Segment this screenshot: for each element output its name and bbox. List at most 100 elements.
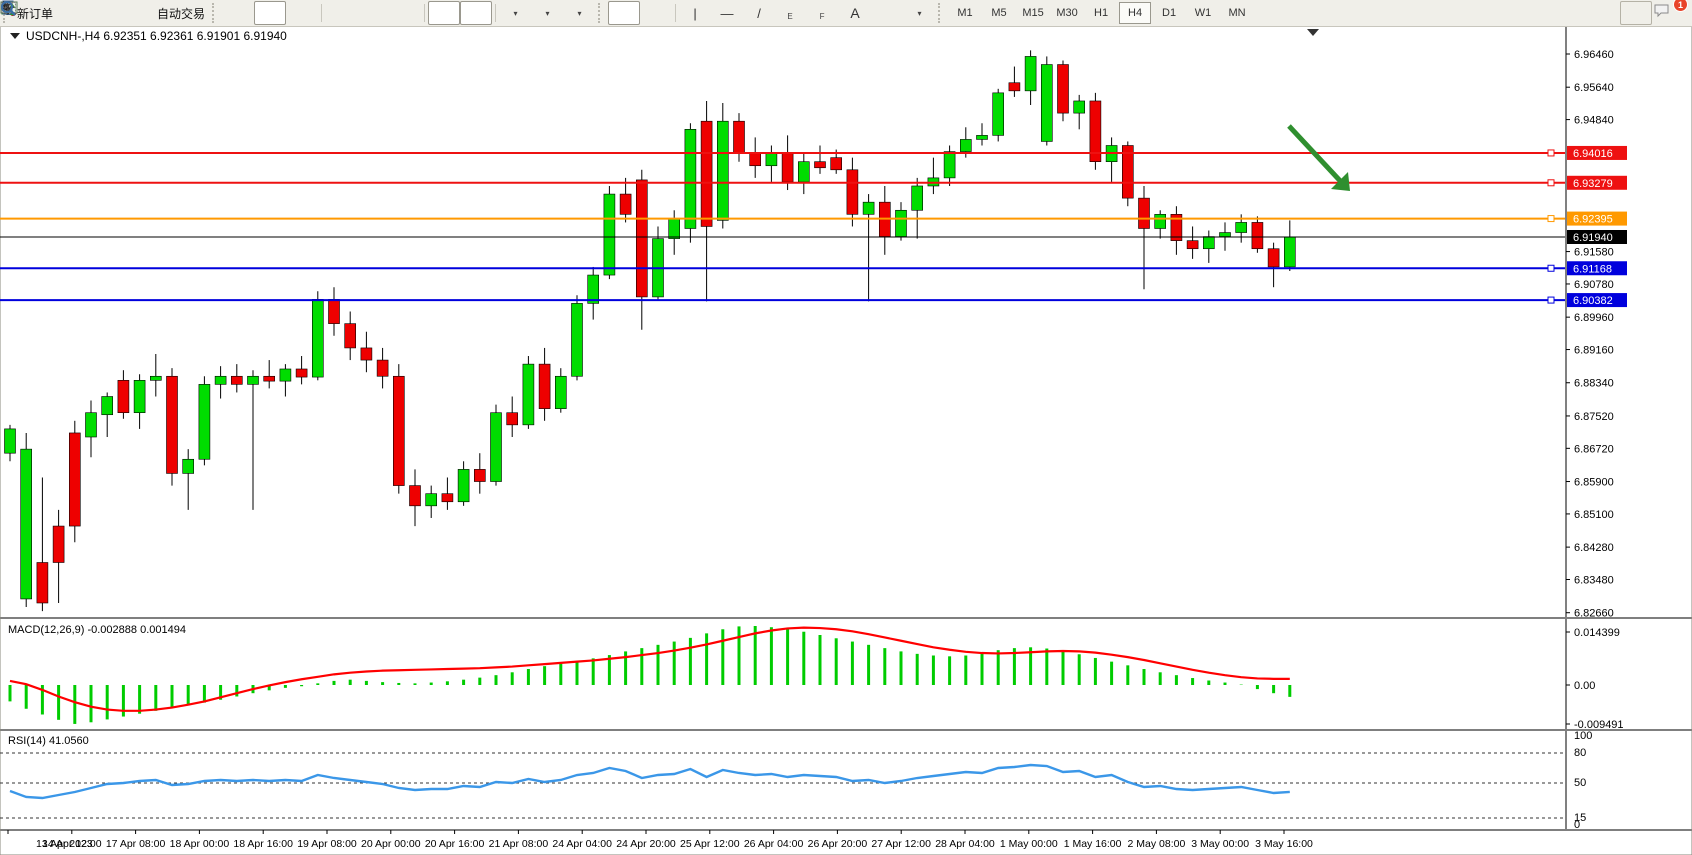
templates-button[interactable]: ▾ xyxy=(0,1,595,25)
cursor-tool-button[interactable] xyxy=(3,1,641,25)
new-order-button[interactable]: 新订单 xyxy=(2,0,57,25)
candle-body xyxy=(20,448,33,600)
bar-chart-button[interactable] xyxy=(1,1,254,25)
new-order-label: 新订单 xyxy=(17,6,54,21)
timeframe-mn[interactable]: MN xyxy=(1228,7,1246,19)
signals-button[interactable] xyxy=(1,1,153,25)
horizontal-line-tool[interactable]: — xyxy=(711,1,743,25)
timeframe-m5[interactable]: M5 xyxy=(991,7,1007,19)
timeframe-d1[interactable]: D1 xyxy=(1162,7,1177,19)
time-tick-label: 19 Apr 08:00 xyxy=(297,838,357,850)
market-watch-button[interactable] xyxy=(1,1,121,25)
arrows-tool[interactable]: ▾ xyxy=(2,1,935,25)
time-tick-label: 18 Apr 00:00 xyxy=(170,838,230,850)
search-button[interactable] xyxy=(1,1,1652,25)
candle-body xyxy=(1057,64,1069,114)
line-handle[interactable] xyxy=(1547,215,1555,223)
candle-body xyxy=(1122,145,1134,199)
timeframe-w1[interactable]: W1 xyxy=(1194,7,1212,19)
candle-body xyxy=(1024,56,1037,92)
line-handle[interactable] xyxy=(1547,296,1555,304)
time-tick-label: 20 Apr 16:00 xyxy=(425,838,485,850)
time-tick-label: 24 Apr 04:00 xyxy=(552,838,612,850)
price-line-label-box xyxy=(1567,229,1627,244)
annotation-arrow-head xyxy=(1331,172,1350,191)
chevron-down-icon: ▾ xyxy=(917,8,922,18)
equidistant-channel-tool[interactable]: E xyxy=(1,1,807,25)
chart-shift-button[interactable] xyxy=(1,1,493,25)
candle-body xyxy=(360,347,373,361)
macd-axis-label: -0.009491 xyxy=(1574,719,1624,731)
annotation-arrow[interactable] xyxy=(1287,124,1346,187)
candle-body xyxy=(52,525,65,563)
candle-body xyxy=(1203,236,1215,250)
gold-button[interactable] xyxy=(0,1,89,25)
candle-body xyxy=(538,363,551,409)
chat-bubble-icon xyxy=(1654,4,1669,18)
text-label-tool[interactable]: T xyxy=(1,1,903,25)
timeframe-m30[interactable]: M30 xyxy=(1056,7,1078,19)
candle-body xyxy=(943,151,956,179)
zoom-in-button[interactable] xyxy=(1,1,357,25)
time-tick-label: 25 Apr 12:00 xyxy=(680,838,740,850)
candle-body xyxy=(441,493,454,503)
price-tick-label: 6.96460 xyxy=(1574,49,1614,61)
time-tick-label: 1 May 00:00 xyxy=(1000,838,1058,850)
candle-body xyxy=(716,120,729,221)
price-tick-label: 6.95640 xyxy=(1574,82,1614,94)
candle-body xyxy=(117,380,130,414)
notifications-button[interactable]: 1 xyxy=(1652,0,1688,25)
candle-body xyxy=(198,384,211,460)
vertical-line-tool[interactable]: | xyxy=(679,1,711,25)
timeframe-h1[interactable]: H1 xyxy=(1094,7,1109,19)
time-tick-label: 13 Apr 2023 xyxy=(36,838,93,850)
timeframe-m1[interactable]: M1 xyxy=(957,7,973,19)
rsi-label: RSI(14) 41.0560 xyxy=(8,735,89,747)
candle-body xyxy=(797,161,810,183)
time-tick-label: 26 Apr 20:00 xyxy=(808,838,868,850)
toolbar-grip[interactable] xyxy=(212,3,219,23)
price-tick-label: 6.86720 xyxy=(1574,443,1614,455)
timeframe-m15[interactable]: M15 xyxy=(1022,7,1044,19)
candle-body xyxy=(247,375,259,385)
crosshair-tool-button[interactable] xyxy=(1,1,672,25)
auto-scroll-button[interactable] xyxy=(1,1,461,25)
macd-axis-label: 0.00 xyxy=(1574,680,1595,692)
rsi-axis-label: 100 xyxy=(1574,730,1592,742)
candle-body xyxy=(1041,64,1053,142)
price-tick-label: 6.83480 xyxy=(1574,575,1614,587)
price-line-label: 6.92395 xyxy=(1573,214,1613,226)
line-chart-button[interactable] xyxy=(1,1,318,25)
price-tick-label: 6.87520 xyxy=(1574,411,1614,423)
line-handle[interactable] xyxy=(1547,264,1555,272)
macd-signal-line xyxy=(9,626,1290,712)
timeframe-h4[interactable]: H4 xyxy=(1119,2,1152,24)
candle-body xyxy=(554,375,567,409)
toolbar-grip[interactable] xyxy=(938,3,945,23)
auto-trading-button[interactable]: 自动交易 xyxy=(1,1,209,25)
candle-body xyxy=(1170,214,1183,241)
fibonacci-tool[interactable]: F xyxy=(2,1,839,25)
toolbar-grip[interactable] xyxy=(598,3,605,23)
channel-icon-subscript: E xyxy=(787,11,793,21)
chevron-down-icon: ▾ xyxy=(577,8,582,18)
tile-windows-button[interactable] xyxy=(1,1,421,25)
chart-shift-marker[interactable] xyxy=(1307,29,1319,36)
periods-button[interactable]: ▾ xyxy=(1,1,563,25)
candle-body xyxy=(214,375,227,385)
time-tick-label: 18 Apr 16:00 xyxy=(233,838,293,850)
candlestick-chart-button[interactable] xyxy=(1,1,287,25)
chart-dropdown-icon[interactable] xyxy=(10,33,20,39)
text-tool[interactable]: A xyxy=(839,1,871,25)
trendline-tool[interactable]: / xyxy=(743,1,775,25)
candle-body xyxy=(1251,222,1264,250)
zoom-out-button[interactable] xyxy=(1,1,389,25)
candle-body xyxy=(830,157,843,171)
line-handle[interactable] xyxy=(1547,179,1555,187)
indicators-button[interactable]: ▾ xyxy=(2,0,531,25)
candle-body xyxy=(392,375,405,486)
price-line-label: 6.94016 xyxy=(1573,148,1613,160)
line-handle[interactable] xyxy=(1547,149,1555,157)
